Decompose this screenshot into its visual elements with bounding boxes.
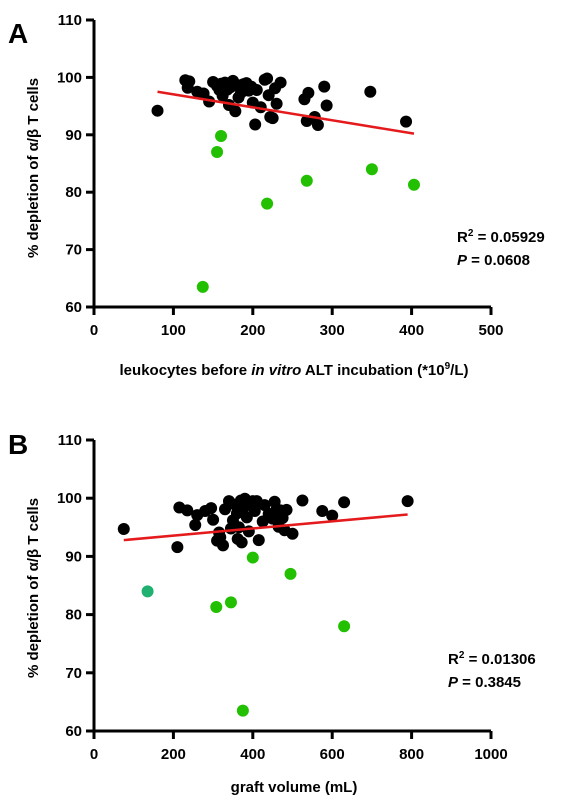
panel-a-p-value-label: P = 0.0608 [457,252,530,269]
panel-b-y-tick-label: 100 [57,490,82,507]
panel-b-data-point [252,534,265,547]
panel-b-data-point [224,596,237,609]
panel-a-data-point [196,280,209,293]
panel-b-data-point [171,541,184,554]
panel-b-data-point [235,536,248,549]
panel-a-x-axis-label-italic: in vitro [251,362,301,379]
panel-a-data-point [250,84,263,97]
panel-b-data-point [246,551,259,564]
panel-b-x-tick-label: 200 [161,746,186,763]
panel-a-data-point [270,97,283,110]
panel-a-data-point [249,118,262,131]
panel-a-x-tick-label: 200 [240,322,265,339]
panel-b-data-point [236,704,249,717]
panel-b-x-tick-label: 1000 [474,746,507,763]
panel-b-letter: B [8,429,28,460]
panel-b-p-value-label: P = 0.3845 [448,674,521,691]
panel-a-data-point [266,112,279,125]
panel-a-r2-label: R2 = 0.05929 [457,228,545,246]
panel-a-data-point [229,105,242,118]
panel-b: B % depletion of α/β T cells graft volum… [8,429,536,796]
panel-b-data-point [210,601,223,614]
panel-b-x-tick-label: 600 [320,746,345,763]
panel-b-trend-line [123,513,408,542]
panel-a-letter: A [8,18,28,49]
panel-a-data-point [274,76,287,89]
panel-a-x-axis-label: leukocytes before in vitro ALT incubatio… [120,361,469,379]
panel-a-y-axis-label: % depletion of α/β T cells [25,78,42,258]
panel-a-data-point [211,146,224,159]
panel-a-x-axis-label-sup: 9 [445,361,451,372]
panel-b-x-tick-label: 400 [240,746,265,763]
panel-a-y-tick-label: 70 [65,242,82,259]
panel-b-x-tick-label: 0 [90,746,98,763]
panel-a-data-point [151,104,164,117]
panel-b-r2-label: R2 = 0.01306 [448,650,536,668]
panel-a-data-point [318,80,331,93]
panel-b-y-tick-label: 60 [65,723,82,740]
panel-b-data-point [141,585,154,598]
panel-a-x-tick-label: 400 [399,322,424,339]
panel-b-y-tick-label: 110 [58,432,82,449]
panel-a-data-point [261,197,274,210]
panel-b-data-point [242,525,255,538]
panel-b-y-tick-label: 90 [65,548,82,565]
panel-a-data-point [320,99,333,112]
panel-a-data-point [261,72,274,85]
panel-a-x-tick-label: 100 [161,322,186,339]
panel-a-data-point [215,129,228,142]
panel-a-data-point [407,178,420,191]
panel-b-data-point [316,505,329,518]
panel-a-y-tick-label: 60 [65,299,82,316]
panel-a-x-tick-label: 500 [478,322,503,339]
panel-b-data-point [284,567,297,580]
panel-b-data-point [217,539,230,552]
panel-b-data-point [280,503,293,516]
panel-b-data-point [181,504,194,517]
panel-a-data-point [364,85,377,98]
panel-b-data-point [205,502,218,515]
panel-a-y-tick-label: 90 [65,127,82,144]
panel-b-data-point [189,518,202,531]
panel-a-x-tick-label: 300 [320,322,345,339]
panel-a-trend-line [157,90,415,135]
panel-a-x-tick-label: 0 [90,322,98,339]
panel-b-data-point [286,527,299,540]
panel-a-x-axis-label-part1: leukocytes before [120,362,252,379]
panel-a-data-point [181,81,194,94]
panel-a-y-tick-label: 100 [57,69,82,86]
panel-b-data-point [401,495,414,508]
panel-a-x-axis-label-part5: /L) [450,362,468,379]
panel-a: A % depletion of α/β T cells leukocytes … [8,12,545,379]
panel-b-data-point [248,505,261,518]
panel-b-data-point [338,496,351,509]
panel-a-x-axis-label-part3: ALT incubation (*10 [301,362,444,379]
panel-a-data-point [302,86,315,99]
panel-a-data-point [400,115,413,128]
panel-b-x-axis-label: graft volume (mL) [231,779,358,796]
panel-a-data-point [311,119,324,132]
panel-a-data-point [365,163,378,176]
panel-b-data-point [117,523,130,536]
panel-b-data-point [338,620,351,633]
panel-a-y-tick-label: 80 [65,184,82,201]
panel-b-y-tick-label: 70 [65,665,82,682]
panel-a-y-tick-label: 110 [58,12,82,29]
panel-b-y-tick-label: 80 [65,607,82,624]
panel-b-x-tick-label: 800 [399,746,424,763]
panel-b-data-point [326,509,339,522]
panel-b-data-point [296,494,309,507]
panel-a-data-point [300,174,313,187]
panel-b-data-point [207,513,220,526]
panel-b-y-axis-label: % depletion of α/β T cells [25,498,42,678]
